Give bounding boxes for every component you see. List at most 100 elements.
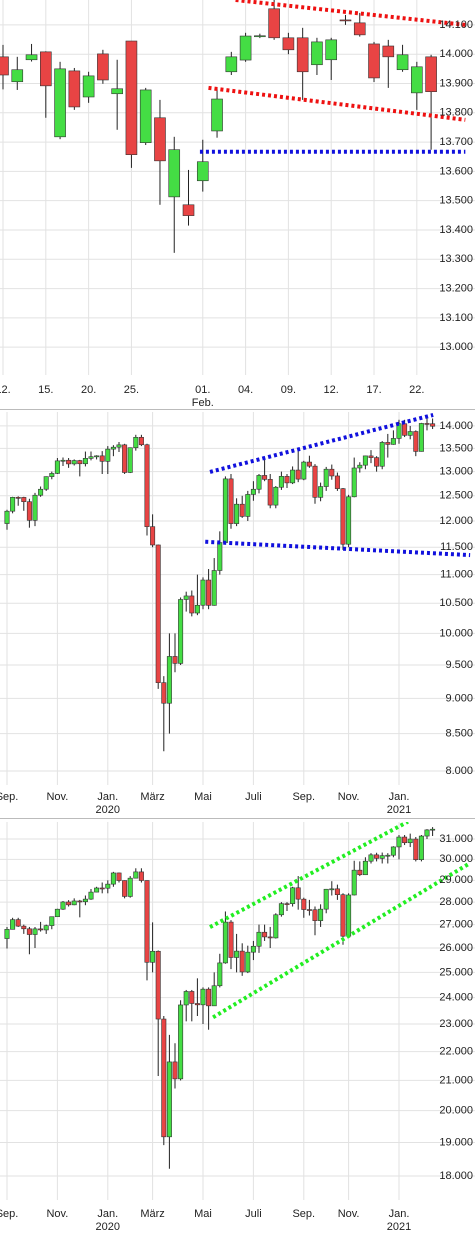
y-tick-label: 8.500 xyxy=(445,727,473,739)
candle-body xyxy=(97,53,109,81)
candle-body xyxy=(189,991,195,1004)
x-tick-label: Juli xyxy=(245,791,262,803)
candle-body xyxy=(396,54,409,71)
candle-body xyxy=(38,928,44,931)
candle-body xyxy=(77,460,83,465)
candle-body xyxy=(138,871,144,881)
candle-body xyxy=(245,951,251,973)
trend-line xyxy=(209,412,434,474)
y-tick-label: 27.000 xyxy=(439,919,473,931)
candle-body xyxy=(312,465,318,498)
candle-body xyxy=(217,962,223,987)
candle-body xyxy=(312,909,318,921)
candle-body xyxy=(329,888,335,891)
y-tick-label: 13.000 xyxy=(439,466,473,478)
y-tick-label: 23.000 xyxy=(439,1018,473,1030)
x-tick-label: Jan. xyxy=(389,1208,410,1220)
candle-body xyxy=(211,98,223,132)
candle-body xyxy=(351,467,357,498)
candle-body xyxy=(10,919,16,930)
candle-body xyxy=(133,871,139,879)
candle-body xyxy=(66,459,72,465)
candle-body xyxy=(54,460,60,474)
candle-body xyxy=(430,828,436,831)
candle-body xyxy=(234,503,240,524)
candle-body xyxy=(413,838,419,860)
candle-body xyxy=(250,488,256,495)
candle-body xyxy=(206,988,212,1007)
candle-body xyxy=(368,43,380,79)
candle-body xyxy=(26,501,32,521)
x-tick-label: 15. xyxy=(38,384,53,396)
candle-body xyxy=(183,991,189,1006)
candle-body xyxy=(402,836,408,844)
x-tick-label: 12. xyxy=(324,384,339,396)
candle-body xyxy=(154,117,166,162)
trend-line xyxy=(209,822,409,929)
candle-body xyxy=(144,880,150,963)
candle-body xyxy=(254,35,266,38)
candle-body xyxy=(282,37,295,51)
candle-body xyxy=(390,438,396,445)
y-tick-label: 13.500 xyxy=(439,195,473,207)
candle-body xyxy=(32,928,38,935)
candle-body xyxy=(382,45,395,58)
candle-body xyxy=(133,437,139,449)
y-tick-label: 11.000 xyxy=(440,569,473,581)
candle-body xyxy=(66,901,72,906)
candle-body xyxy=(211,570,217,606)
candle-body xyxy=(256,475,262,490)
candle-body xyxy=(26,928,32,935)
candle-body xyxy=(125,40,138,155)
y-tick-label: 10.000 xyxy=(439,627,473,639)
candle-body xyxy=(407,431,413,436)
y-tick-label: 13.600 xyxy=(439,165,473,177)
candle-body xyxy=(150,526,156,546)
candle-body xyxy=(222,478,228,543)
x-tick-label: 01. xyxy=(195,384,210,396)
x-tick-sublabel: 2020 xyxy=(96,804,120,816)
candle-body xyxy=(110,872,116,885)
y-tick-label: 12.000 xyxy=(439,515,473,527)
y-tick-label: 31.000 xyxy=(439,833,473,845)
candle-body xyxy=(351,869,357,896)
y-tick-label: 30.000 xyxy=(439,853,473,865)
y-tick-label: 11.500 xyxy=(440,541,473,553)
y-tick-label: 13.000 xyxy=(439,341,473,353)
x-tick-label: 20. xyxy=(81,384,96,396)
candle-body xyxy=(239,950,245,973)
x-tick-label: 09. xyxy=(281,384,296,396)
candle-body xyxy=(267,479,273,506)
candle-body xyxy=(267,936,273,939)
candle-body xyxy=(374,457,380,467)
x-tick-label: Mai xyxy=(194,791,212,803)
x-tick-label: 12. xyxy=(0,384,11,396)
candle-body xyxy=(262,931,268,938)
trend-line xyxy=(208,85,466,122)
candle-body xyxy=(71,900,77,906)
candle-body xyxy=(68,70,81,108)
x-tick-label: Nov. xyxy=(46,791,68,803)
x-tick-label: Sep. xyxy=(292,791,315,803)
candle-body xyxy=(200,579,206,606)
candle-body xyxy=(334,888,340,896)
candle-body xyxy=(284,903,290,905)
candle-body xyxy=(178,599,184,664)
candle-body xyxy=(99,887,105,890)
candle-body xyxy=(178,1004,184,1080)
candle-body xyxy=(21,497,27,503)
candle-body xyxy=(211,985,217,1007)
x-tick-label: März xyxy=(140,1208,164,1220)
candle-body xyxy=(49,473,55,477)
candle-body xyxy=(325,39,338,61)
candle-body xyxy=(217,542,223,571)
candle-body xyxy=(424,829,430,837)
candle-body xyxy=(323,888,329,910)
candle-body xyxy=(122,444,128,473)
candle-body xyxy=(15,919,21,927)
candle-body xyxy=(49,916,55,926)
candle-body xyxy=(262,475,268,480)
candle-body xyxy=(424,423,430,425)
candle-body xyxy=(71,460,77,465)
